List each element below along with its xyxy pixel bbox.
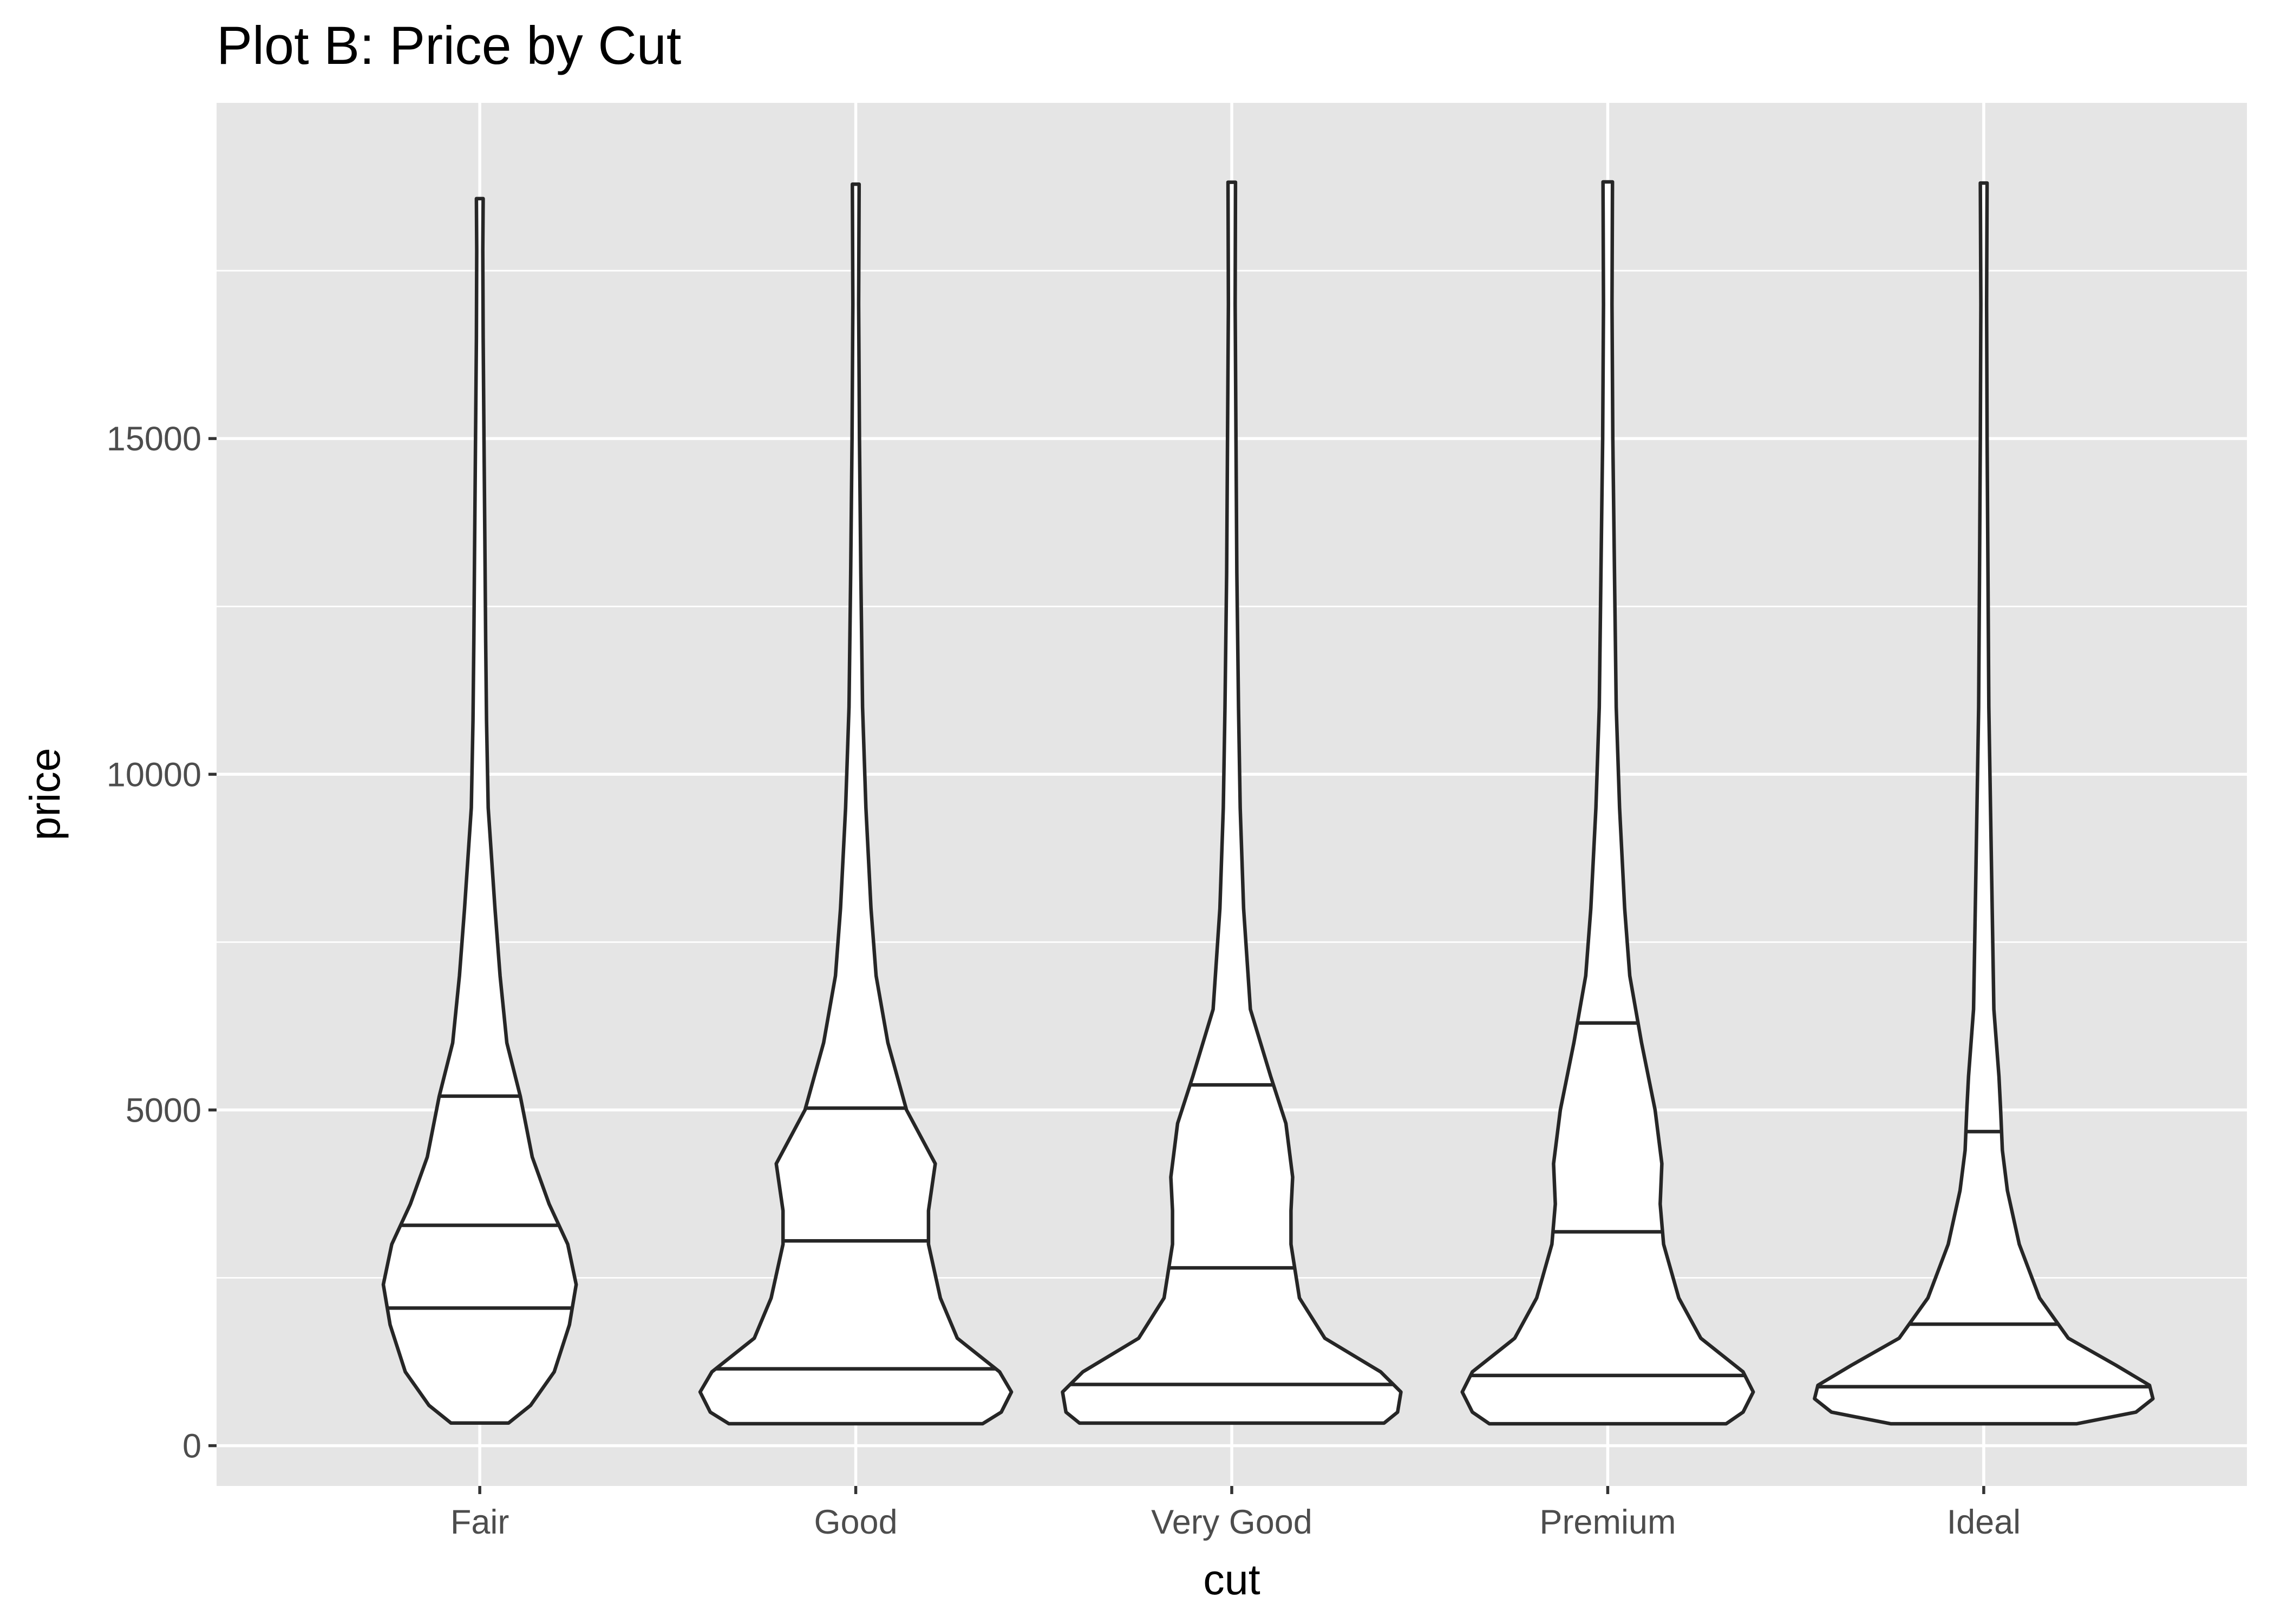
violin-shape: [1813, 181, 2155, 1426]
y-tick-label: 5000: [126, 1091, 201, 1129]
violin-layer: [381, 180, 2155, 1426]
x-tick-label: Very Good: [1151, 1503, 1312, 1541]
violin-very-good: [1061, 180, 1403, 1425]
violin-shape: [698, 182, 1014, 1426]
y-tick-label: 0: [182, 1427, 201, 1465]
y-tick-label: 15000: [107, 420, 201, 458]
x-axis: Fair Good Very Good Premium Ideal: [450, 1486, 2021, 1541]
y-axis-title: price: [21, 748, 69, 840]
violin-ideal: [1813, 181, 2155, 1426]
violin-good: [698, 182, 1014, 1426]
x-tick-label: Good: [814, 1503, 897, 1541]
violin-shape: [1061, 180, 1403, 1425]
x-axis-title: cut: [1203, 1555, 1260, 1603]
x-tick-label: Ideal: [1947, 1503, 2021, 1541]
violin-premium: [1460, 180, 1755, 1426]
chart-title: Plot B: Price by Cut: [217, 15, 681, 75]
y-tick-label: 10000: [107, 756, 201, 794]
y-axis: 0 5000 10000 15000: [107, 420, 217, 1465]
violin-fair: [381, 197, 578, 1425]
x-tick-label: Fair: [450, 1503, 509, 1541]
violin-shape: [381, 197, 578, 1425]
x-tick-label: Premium: [1539, 1503, 1676, 1541]
